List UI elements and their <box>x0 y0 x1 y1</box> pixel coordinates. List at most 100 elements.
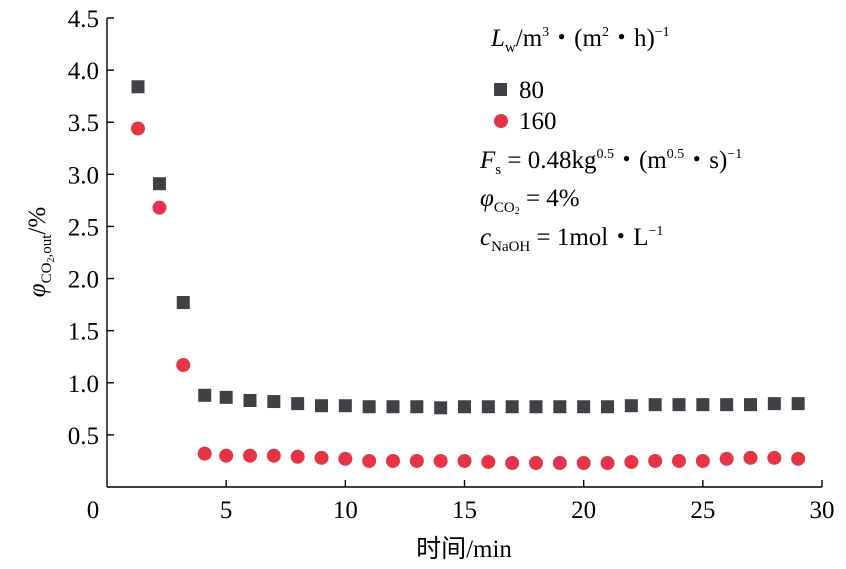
data-point-80 <box>410 400 424 414</box>
legend-title-text3: ・h) <box>609 25 655 52</box>
data-point-160 <box>362 453 377 468</box>
annotation-fs: Fs = 0.48kg0.5・(m0.5・s)−1 <box>479 147 742 178</box>
data-point-160 <box>290 449 305 464</box>
data-point-80 <box>176 296 190 310</box>
data-point-80 <box>434 401 448 415</box>
legend-title-sup1: 3 <box>542 25 549 40</box>
data-point-80 <box>219 390 233 404</box>
annotation-fs-symbol: F <box>479 147 496 174</box>
data-point-80 <box>672 398 686 412</box>
y-tick-label: 3.0 <box>68 162 99 189</box>
data-point-80 <box>720 398 734 412</box>
legend-title-subscript: w <box>505 40 516 56</box>
data-point-80 <box>624 399 638 413</box>
data-point-160 <box>176 358 191 373</box>
data-point-80 <box>198 388 212 402</box>
y-tick-label: 2.5 <box>68 214 99 241</box>
data-point-160 <box>600 456 615 471</box>
y-tick-label: 2.0 <box>68 267 99 294</box>
legend-title-text1: /m <box>516 25 543 52</box>
data-point-80 <box>267 395 281 409</box>
data-point-80 <box>696 398 710 412</box>
data-point-160 <box>648 453 663 468</box>
data-point-80 <box>505 400 519 414</box>
annotation-phi-text1: = 4% <box>520 185 580 212</box>
data-point-160 <box>152 200 167 215</box>
data-point-80 <box>152 177 166 191</box>
annotation-fs-text3: ・s) <box>684 147 727 174</box>
data-point-160 <box>767 450 782 465</box>
x-tick-label: 10 <box>333 497 358 524</box>
y-axis-subscript-num: 2 <box>46 258 57 263</box>
annotation-fs-subscript: s <box>495 162 501 178</box>
x-tick-label: 15 <box>452 497 477 524</box>
annotation-fs-sup1: 0.5 <box>596 147 614 162</box>
data-point-80 <box>553 400 567 414</box>
annotation-c-symbol: c <box>480 224 491 251</box>
annotation-phi: φCO2 = 4% <box>480 185 580 217</box>
data-point-160 <box>505 456 520 471</box>
data-point-160 <box>743 450 758 465</box>
y-tick-label: 1.0 <box>68 371 99 398</box>
data-point-160 <box>552 456 567 471</box>
data-point-80 <box>338 399 352 413</box>
annotation-c-subscript: NaOH <box>491 239 530 255</box>
x-tick-label: 0 <box>87 497 100 524</box>
data-point-160 <box>576 456 591 471</box>
data-point-160 <box>266 448 281 463</box>
x-tick-label: 20 <box>571 497 596 524</box>
data-point-160 <box>457 453 472 468</box>
data-point-80 <box>529 400 543 414</box>
data-point-80 <box>386 400 400 414</box>
legend-marker-80 <box>494 83 507 96</box>
x-axis-title: 时间/min <box>416 535 512 563</box>
legend-marker-160 <box>494 114 508 128</box>
y-tick-label: 4.0 <box>68 58 99 85</box>
x-tick-label: 30 <box>810 497 835 524</box>
data-point-80 <box>744 398 757 412</box>
legend-title-symbol: L <box>490 25 505 52</box>
data-point-80 <box>648 398 662 412</box>
data-point-160 <box>695 453 710 468</box>
annotation-phi-symbol: φ <box>480 185 494 212</box>
y-axis-subscript-post: ,out <box>39 234 55 258</box>
legend-title-sup3: −1 <box>655 25 670 40</box>
data-point-160 <box>314 450 329 465</box>
data-point-80 <box>577 400 591 414</box>
data-point-160 <box>338 451 353 466</box>
data-point-80 <box>243 393 257 407</box>
legend-title-text2: ・(m <box>549 25 602 52</box>
annotation-phi-subscript-num: 2 <box>515 206 520 217</box>
data-point-160 <box>719 451 734 466</box>
y-ticks: 0.5 1.0 1.5 2.0 2.5 3.0 3.5 4.0 4.5 <box>68 6 114 450</box>
annotation-fs-text1: = 0.48kg <box>501 147 597 174</box>
data-point-160 <box>243 448 257 463</box>
data-point-160 <box>624 454 639 469</box>
data-point-80 <box>131 80 145 94</box>
annotation-c-text1: = 1mol・L <box>530 224 648 251</box>
data-point-160 <box>481 454 496 469</box>
legend-title: Lw/m3・(m2・h)−1 <box>490 25 670 56</box>
data-point-80 <box>791 397 805 411</box>
data-point-80 <box>767 397 781 411</box>
annotation-c: cNaOH = 1mol・L−1 <box>480 224 663 255</box>
y-tick-label: 1.5 <box>68 319 99 346</box>
data-point-160 <box>409 453 424 468</box>
y-tick-label: 4.5 <box>68 6 99 33</box>
annotation-fs-sup2: 0.5 <box>667 147 685 162</box>
annotation-phi-subscript-pre: CO <box>494 200 515 216</box>
legend-label-160: 160 <box>519 108 557 135</box>
y-tick-label: 0.5 <box>68 423 99 450</box>
data-points <box>130 80 806 471</box>
data-point-80 <box>458 400 471 414</box>
x-ticks: 0 5 10 15 20 25 30 <box>87 480 835 524</box>
data-point-160 <box>791 451 806 466</box>
y-tick-label: 3.5 <box>68 110 99 137</box>
x-tick-label: 25 <box>690 497 715 524</box>
legend-label-80: 80 <box>519 77 544 104</box>
data-point-80 <box>315 399 328 413</box>
x-tick-label: 5 <box>220 497 233 524</box>
annotation-fs-text2: ・(m <box>614 147 667 174</box>
data-point-80 <box>481 400 495 414</box>
